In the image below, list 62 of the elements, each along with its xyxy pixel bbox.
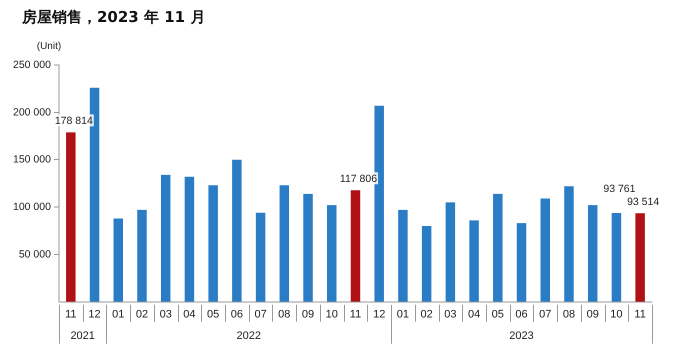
bar <box>66 132 76 302</box>
x-tick-label: 12 <box>373 308 386 320</box>
data-label: 117 806 <box>340 172 378 185</box>
data-label: 93 514 <box>627 196 660 208</box>
bar <box>564 186 574 302</box>
x-tick-label: 08 <box>562 308 576 320</box>
bar <box>350 190 360 302</box>
bar <box>540 198 550 302</box>
text: 2021 <box>70 330 95 342</box>
chart-title: 房屋销售，2023 年 11 月 <box>22 8 206 27</box>
y-tick-label: 50 000 <box>18 248 52 260</box>
x-tick-label: 11 <box>350 308 362 320</box>
x-tick-label: 04 <box>468 308 480 320</box>
bar <box>635 213 645 302</box>
x-tick-label: 06 <box>515 308 528 320</box>
x-tick-label: 10 <box>326 308 338 320</box>
x-tick-label: 11 <box>634 308 646 320</box>
y-tick-label: 100 000 <box>12 200 52 213</box>
x-tick-label: 02 <box>136 308 148 320</box>
bar <box>114 218 124 302</box>
x-tick-label: 09 <box>302 308 314 320</box>
x-tick-label: 01 <box>396 308 410 320</box>
bar <box>446 202 456 302</box>
bar <box>184 176 194 302</box>
x-tick-label: 04 <box>183 308 196 320</box>
y-tick-label: 200 000 <box>12 106 52 118</box>
bar <box>327 205 336 302</box>
x-tick-label: 05 <box>207 308 220 320</box>
bar <box>280 185 290 302</box>
x-tick-label: 07 <box>254 308 267 320</box>
bar <box>160 174 170 302</box>
x-tick-label: 07 <box>539 308 552 320</box>
bar <box>493 194 503 302</box>
x-tick-label: 10 <box>610 308 623 320</box>
x-tick-label: 02 <box>420 308 433 320</box>
bar <box>208 185 218 302</box>
text: 2022 <box>236 330 261 342</box>
x-tick-label: 06 <box>230 308 243 320</box>
x-tick-label: 11 <box>65 308 77 320</box>
text: 2023 <box>509 330 534 342</box>
data-label: 93 761 <box>603 182 636 195</box>
bar <box>256 212 266 302</box>
x-tick-label: 12 <box>88 308 101 320</box>
bar <box>588 205 598 302</box>
bar <box>422 226 432 302</box>
x-tick-label: 08 <box>278 308 290 320</box>
x-tick-label: 03 <box>160 308 172 320</box>
y-tick-label: 150 000 <box>12 154 52 166</box>
bar <box>516 223 526 302</box>
x-tick-label: 01 <box>112 308 124 320</box>
bar <box>137 210 147 302</box>
y-tick-label: 250 000 <box>12 58 52 71</box>
x-tick-label: 05 <box>492 308 504 320</box>
bar <box>612 212 622 302</box>
bar <box>303 194 313 302</box>
bar <box>469 220 479 302</box>
data-label: 178 814 <box>54 115 93 128</box>
bar <box>398 210 408 302</box>
x-tick-label: 09 <box>586 308 599 320</box>
y-axis-title: (Unit) <box>36 40 62 52</box>
x-tick-label: 03 <box>444 308 456 320</box>
bar <box>232 160 242 302</box>
